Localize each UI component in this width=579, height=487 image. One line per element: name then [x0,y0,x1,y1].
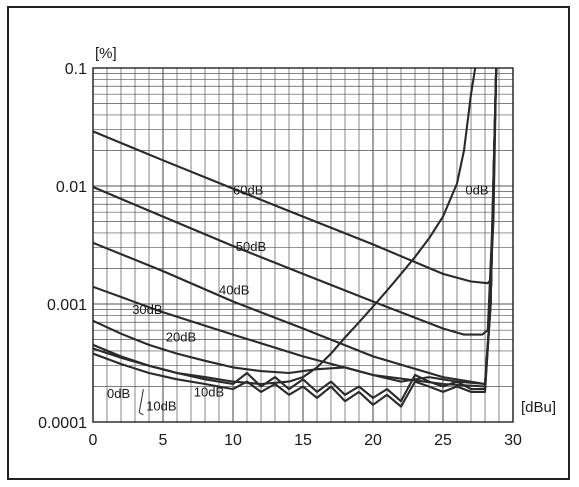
chart-frame [7,6,570,480]
y-tick-label: 0.0001 [38,415,87,432]
x-tick-label: 15 [294,432,312,449]
series-label-20db: 20dB [166,330,196,345]
series-line-60db [92,67,498,285]
series-line-10db [92,67,498,403]
x-tick-label: 10 [224,432,242,449]
x-axis-unit: [dBu] [521,399,556,416]
y-tick-label: 0.1 [65,61,87,78]
series-line-50db [92,67,498,336]
series-line-20db [92,67,498,386]
series-label-30db: 30dB [132,302,162,317]
series-label-10db: 10dB [194,384,224,399]
x-tick-label: 20 [364,432,382,449]
series-line-unlabeled-7 [92,67,498,408]
y-tick-label: 0.001 [47,297,87,314]
annotation-label-0: 0dB [107,386,130,401]
curve-labels: 60dB 50dB 40dB 30dB 20dB 10dB 0dB 0dB 10dB [107,182,489,416]
y-axis-unit: [%] [95,45,117,62]
annotation-leader [138,389,144,416]
x-tick-label: 0 [89,432,98,449]
y-tick-label: 0.01 [56,179,87,196]
x-tick-label: 30 [504,432,522,449]
x-tick-label: 5 [159,432,168,449]
curves [92,67,498,408]
series-label-0db: 0dB [465,182,488,197]
grid [92,68,514,423]
plot-border [92,67,514,423]
series-label-50db: 50dB [236,239,266,254]
x-tick-label: 25 [434,432,452,449]
series-label-40db: 40dB [219,283,249,298]
series-label-60db: 60dB [233,182,263,197]
annotation-label-1: 10dB [146,399,176,414]
axes: 0 5 10 15 20 25 30 0.1 0.01 0.001 0.0001 [%] [dBu] [38,45,556,449]
series-line-0db [92,67,477,386]
